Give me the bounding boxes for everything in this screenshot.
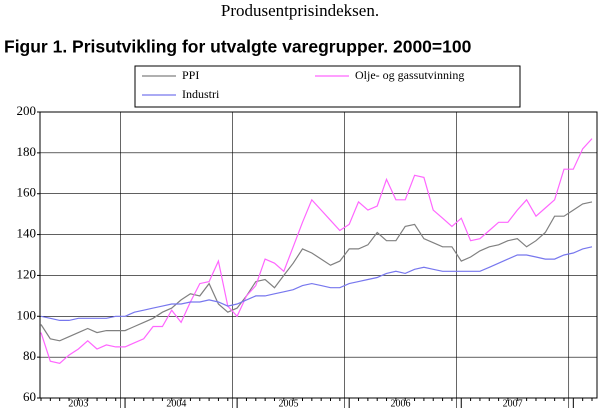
x-year-label: 2004 — [166, 398, 186, 409]
line-series — [40, 201, 593, 342]
legend-label: Industri — [182, 87, 220, 101]
plot-frame — [39, 111, 598, 399]
y-tick-label: 200 — [17, 103, 37, 118]
x-year-label: 2003 — [68, 398, 88, 409]
y-tick-label: 60 — [23, 389, 36, 404]
x-year-label: 2007 — [503, 398, 523, 409]
page-header: Produsentprisindeksen. — [221, 1, 379, 20]
x-year-label: 2005 — [278, 398, 298, 409]
legend-label: PPI — [182, 68, 199, 82]
chart-title: Figur 1. Prisutvikling for utvalgte vare… — [4, 37, 472, 57]
y-tick-label: 140 — [17, 226, 37, 241]
y-tick-label: 100 — [17, 307, 37, 322]
y-tick-label: 120 — [17, 266, 37, 281]
y-tick-label: 160 — [17, 185, 37, 200]
line-series — [40, 246, 593, 321]
y-tick-label: 80 — [23, 348, 36, 363]
legend-box — [134, 65, 521, 108]
x-year-label: 2006 — [391, 398, 411, 409]
line-series — [40, 138, 593, 364]
y-tick-label: 180 — [17, 144, 37, 159]
legend-label: Olje- og gassutvinning — [355, 68, 464, 82]
